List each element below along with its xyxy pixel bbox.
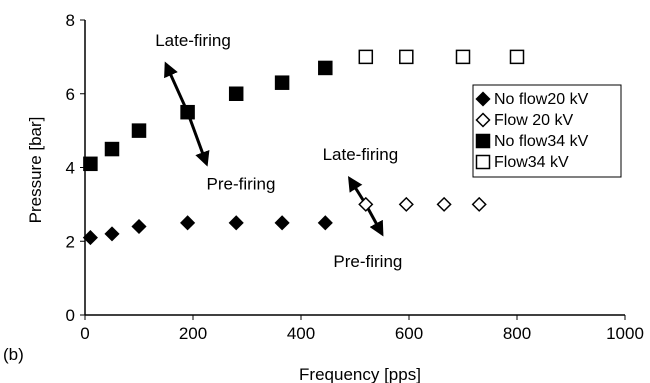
legend-marker-diamond-open bbox=[475, 112, 491, 128]
legend-marker-square-filled bbox=[475, 133, 491, 149]
x-tick-label: 400 bbox=[287, 324, 315, 343]
annotation-arrow bbox=[186, 111, 210, 167]
x-tick-label: 800 bbox=[503, 324, 531, 343]
y-tick-label: 4 bbox=[66, 159, 75, 178]
data-point-square-filled bbox=[83, 156, 98, 172]
data-point-diamond-open bbox=[471, 196, 487, 212]
data-point-square-open bbox=[358, 49, 374, 65]
legend-entry: Flow34 kV bbox=[494, 154, 569, 171]
tick-labels: 0 200 400 600 800 1000 0 2 4 6 8 bbox=[66, 11, 644, 343]
data-point-diamond-open bbox=[436, 196, 452, 212]
legend-marker-diamond-filled bbox=[475, 91, 491, 107]
legend-entry: Flow 20 kV bbox=[494, 112, 573, 129]
data-point-square-filled bbox=[180, 104, 195, 120]
x-tick-label: 600 bbox=[395, 324, 423, 343]
data-point-diamond-filled bbox=[131, 218, 147, 235]
legend-entry: No flow20 kV bbox=[494, 91, 589, 108]
legend-box bbox=[472, 84, 622, 178]
x-tick-label: 0 bbox=[80, 324, 89, 343]
legend: No flow20 kV Flow 20 kV No flow34 kV Flow34… bbox=[472, 84, 622, 178]
y-tick-label: 6 bbox=[66, 85, 75, 104]
data-point-diamond-filled bbox=[228, 215, 244, 231]
annotation-label: Late-firing bbox=[155, 31, 231, 50]
data-point-diamond-filled bbox=[274, 215, 290, 231]
annotation-label: Pre-firing bbox=[333, 252, 402, 271]
data-point-square-filled bbox=[274, 75, 290, 90]
data-point-square-filled bbox=[318, 60, 333, 76]
x-tick-label: 1000 bbox=[606, 324, 644, 343]
annotations: Late-firing Pre-firing Late-firing Pre-firi… bbox=[155, 31, 402, 271]
data-point-square-filled bbox=[104, 141, 120, 157]
data-point-square-filled bbox=[131, 123, 147, 138]
x-axis-title: Frequency [pps] bbox=[299, 365, 421, 383]
arrows bbox=[164, 61, 384, 237]
x-tick-label: 200 bbox=[179, 324, 207, 343]
annotation-label: Pre-firing bbox=[207, 175, 276, 194]
data-points bbox=[82, 49, 525, 246]
y-tick-label: 8 bbox=[66, 11, 75, 30]
annotation-arrow bbox=[164, 61, 189, 113]
data-point-square-open bbox=[399, 49, 414, 65]
data-point-diamond-filled bbox=[180, 215, 196, 231]
annotation-label: Late-firing bbox=[323, 145, 399, 164]
data-point-square-filled bbox=[228, 86, 244, 101]
panel-label: (b) bbox=[3, 345, 24, 364]
data-point-diamond-filled bbox=[104, 226, 120, 242]
data-point-square-open bbox=[455, 49, 471, 65]
y-tick-label: 2 bbox=[66, 232, 75, 251]
legend-entry: No flow34 kV bbox=[494, 133, 589, 150]
data-point-square-open bbox=[509, 49, 525, 65]
data-point-diamond-filled bbox=[82, 230, 98, 246]
y-tick-label: 0 bbox=[66, 306, 75, 325]
legend-marker-square-open bbox=[475, 154, 491, 170]
data-point-diamond-open bbox=[398, 196, 414, 212]
data-point-diamond-filled bbox=[317, 215, 333, 231]
data-point-diamond-open bbox=[358, 196, 374, 212]
y-axis-title: Pressure [bar] bbox=[26, 117, 45, 224]
annotation-arrow bbox=[364, 203, 384, 237]
